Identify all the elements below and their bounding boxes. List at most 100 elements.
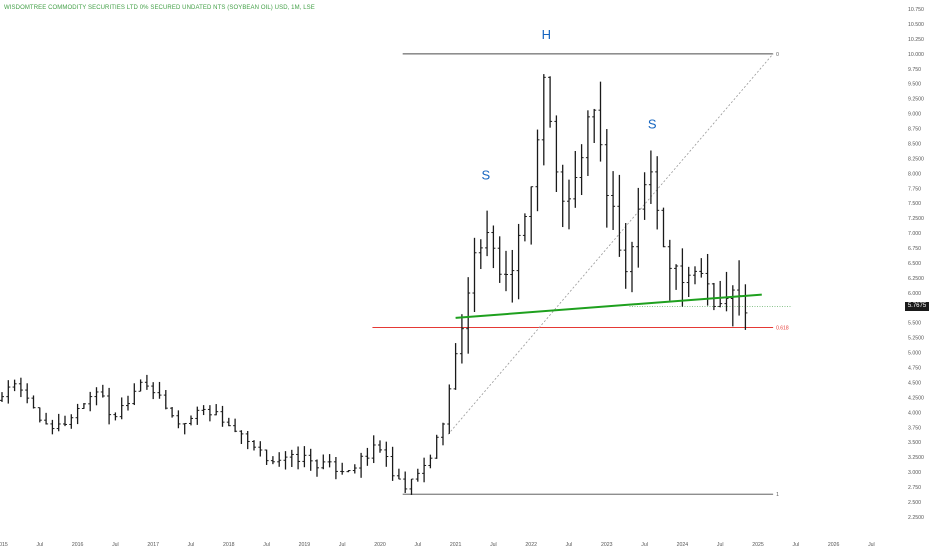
ohlc-bar xyxy=(541,74,546,166)
x-tick-label: 2025 xyxy=(752,542,764,548)
y-tick-label: 7.000 xyxy=(908,231,921,237)
ohlc-bar xyxy=(144,374,149,390)
y-tick-label: 7.2500 xyxy=(908,216,924,222)
ohlc-bar xyxy=(296,446,301,470)
ohlc-bar xyxy=(384,441,389,467)
ohlc-bar xyxy=(132,383,137,406)
y-tick-label: 10.250 xyxy=(908,37,924,43)
y-tick-label: 10.750 xyxy=(908,7,924,13)
right-shoulder-label: S xyxy=(648,117,657,132)
ohlc-bar xyxy=(428,454,433,469)
ohlc-bar xyxy=(378,440,382,453)
ohlc-bar xyxy=(396,468,401,480)
ohlc-bar xyxy=(504,250,508,292)
ohlc-bar xyxy=(535,129,540,212)
x-tick-label: Jul xyxy=(566,542,573,548)
ohlc-bar xyxy=(592,108,597,143)
ohlc-bar xyxy=(333,457,338,480)
y-tick-label: 9.750 xyxy=(908,67,921,73)
ohlc-bar xyxy=(711,282,716,311)
x-tick-label: 2015 xyxy=(0,542,8,548)
last-price-tag: 5.7675 xyxy=(905,302,929,311)
ohlc-bar xyxy=(409,478,414,495)
ohlc-bar xyxy=(642,172,647,220)
ohlc-bar xyxy=(170,407,175,418)
ohlc-bar xyxy=(302,446,307,468)
ohlc-bar xyxy=(548,76,553,128)
ohlc-bar xyxy=(56,413,61,432)
ohlc-bar xyxy=(270,456,275,465)
y-tick-label: 5.000 xyxy=(908,351,921,357)
ohlc-bar xyxy=(573,150,578,208)
ohlc-bar xyxy=(44,412,49,425)
ohlc-bar xyxy=(264,449,269,465)
ohlc-bar xyxy=(50,419,55,435)
x-tick-label: 2024 xyxy=(677,542,689,548)
y-tick-label: 4.2500 xyxy=(908,395,924,401)
ohlc-bar xyxy=(422,457,427,483)
ohlc-bar xyxy=(459,314,464,364)
ohlc-bar xyxy=(724,271,729,312)
y-tick-label: 6.2500 xyxy=(908,276,924,282)
y-tick-label: 2.500 xyxy=(908,500,921,506)
ohlc-bar xyxy=(466,277,471,354)
ohlc-bar xyxy=(25,383,30,404)
x-tick-label: 2026 xyxy=(828,542,840,548)
ohlc-bar xyxy=(327,454,332,468)
x-tick-label: Jul xyxy=(717,542,724,548)
ohlc-bar xyxy=(308,448,313,471)
fib-label-0618: 0.618 xyxy=(776,325,789,331)
left-shoulder-label: S xyxy=(482,167,491,182)
x-tick-label: Jul xyxy=(263,542,270,548)
ohlc-bar xyxy=(390,446,395,481)
ohlc-bar xyxy=(207,405,212,422)
ohlc-bar xyxy=(667,239,672,301)
x-tick-label: 2019 xyxy=(299,542,311,548)
ohlc-bar xyxy=(497,236,502,283)
ohlc-bar xyxy=(554,115,559,192)
ohlc-bar xyxy=(176,410,181,429)
ohlc-bar xyxy=(31,395,36,409)
y-tick-label: 4.500 xyxy=(908,380,921,386)
ohlc-bar xyxy=(163,390,168,410)
ohlc-bar xyxy=(75,403,80,425)
ohlc-bar xyxy=(737,260,742,316)
ohlc-bar xyxy=(560,164,565,228)
ohlc-bar xyxy=(340,462,345,475)
ohlc-bar xyxy=(233,418,238,433)
y-tick-label: 5.500 xyxy=(908,321,921,327)
ohlc-bar xyxy=(705,253,710,306)
x-tick-label: 2021 xyxy=(450,542,462,548)
x-tick-label: Jul xyxy=(641,542,648,548)
ohlc-bar xyxy=(661,207,666,248)
ohlc-bar xyxy=(579,144,584,196)
ohlc-bar xyxy=(686,266,691,298)
head-label: H xyxy=(542,27,551,42)
x-tick-label: 2022 xyxy=(525,542,537,548)
ohlc-bar xyxy=(214,404,219,416)
y-tick-label: 5.2500 xyxy=(908,336,924,342)
ohlc-bar xyxy=(567,179,571,230)
x-tick-label: 2018 xyxy=(223,542,235,548)
ohlc-bar xyxy=(359,452,364,478)
ohlc-bar xyxy=(604,129,609,228)
x-tick-label: Jul xyxy=(490,542,497,548)
ohlc-bar xyxy=(693,266,697,285)
ohlc-bar xyxy=(655,156,660,230)
neckline xyxy=(455,293,762,319)
y-tick-label: 2.750 xyxy=(908,485,921,491)
y-tick-label: 8.000 xyxy=(908,171,921,177)
x-tick-label: Jul xyxy=(36,542,43,548)
y-tick-label: 8.2500 xyxy=(908,156,924,162)
x-tick-label: Jul xyxy=(112,542,119,548)
ohlc-bar xyxy=(201,405,206,416)
y-tick-label: 9.2500 xyxy=(908,97,924,103)
ohlc-bar xyxy=(138,379,143,392)
ohlc-bar xyxy=(258,441,263,457)
ohlc-bar xyxy=(699,258,704,278)
x-tick-label: 2016 xyxy=(72,542,84,548)
ohlc-bar xyxy=(239,430,244,444)
ohlc-bar xyxy=(37,407,42,423)
ohlc-bar xyxy=(157,381,162,399)
